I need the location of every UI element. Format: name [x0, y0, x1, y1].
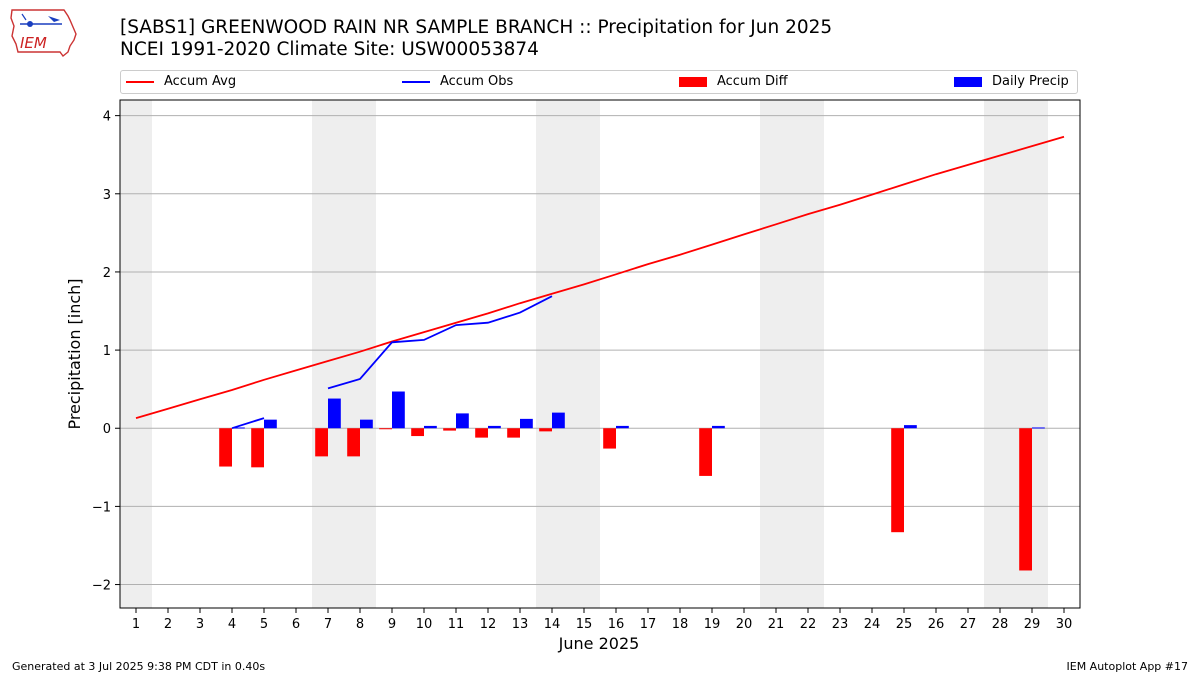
x-tick-label: 8: [356, 617, 364, 632]
x-tick-label: 5: [260, 617, 268, 632]
daily-precip-bar: [712, 425, 725, 429]
x-tick-label: 11: [448, 617, 465, 632]
chart-title-line2: NCEI 1991-2020 Climate Site: USW00053874: [120, 39, 539, 60]
weekend-band: [792, 100, 824, 608]
x-tick-label: 9: [388, 617, 396, 632]
daily-precip-bar: [520, 418, 533, 429]
x-tick-label: 26: [928, 617, 945, 632]
daily-precip-bar: [904, 425, 917, 429]
chart-title: [SABS1] GREENWOOD RAIN NR SAMPLE BRANCH …: [120, 17, 832, 61]
accum-diff-bar: [539, 428, 552, 432]
daily-precip-bar: [392, 391, 405, 429]
x-tick-label: 18: [672, 617, 689, 632]
x-tick-label: 12: [480, 617, 497, 632]
x-tick-label: 24: [864, 617, 881, 632]
x-tick-label: 21: [768, 617, 785, 632]
chart-legend: Accum Avg Accum Obs Accum Diff Daily Pre…: [120, 70, 1078, 94]
x-tick-label: 1: [132, 617, 140, 632]
iem-logo: IEM: [10, 9, 77, 57]
legend-label-accum-avg: Accum Avg: [164, 74, 237, 89]
daily-precip-bar: [360, 419, 373, 429]
plot-frame: [119, 99, 1081, 609]
accum-obs-line: [231, 295, 553, 430]
x-tick-label: 13: [512, 617, 529, 632]
daily-precip-bar: [264, 419, 277, 429]
x-tick-label: 27: [960, 617, 977, 632]
daily-precip-bar: [328, 398, 341, 429]
y-tick-label: 4: [103, 110, 111, 125]
legend-swatch-accum-diff: [679, 76, 707, 87]
legend-label-accum-obs: Accum Obs: [440, 74, 514, 89]
weekend-band: [760, 100, 792, 608]
legend-label-accum-diff: Accum Diff: [717, 74, 788, 89]
x-tick-label: 6: [292, 617, 300, 632]
daily-precip-bar: [424, 425, 437, 429]
weekend-band: [536, 100, 568, 608]
x-tick-label: 15: [576, 617, 593, 632]
accum-diff-bar: [411, 428, 424, 437]
daily-precip-bar: [1032, 427, 1045, 429]
footer-app: IEM Autoplot App #17: [1066, 660, 1189, 673]
accum-diff-bar: [603, 428, 616, 449]
x-tick-label: 28: [992, 617, 1009, 632]
x-tick-label: 7: [324, 617, 332, 632]
daily-precip-bar: [232, 427, 245, 429]
legend-item-daily-precip: Daily Precip: [954, 74, 1069, 90]
x-axis-label: June 2025: [558, 634, 640, 653]
x-tick-label: 22: [800, 617, 817, 632]
weekend-band: [568, 100, 600, 608]
footer-generated: Generated at 3 Jul 2025 9:38 PM CDT in 0…: [12, 660, 266, 673]
legend-item-accum-obs: Accum Obs: [402, 74, 513, 90]
x-tick-label: 30: [1056, 617, 1073, 632]
y-tick-label: 1: [103, 344, 111, 359]
weekend-band: [120, 100, 152, 608]
y-tick-label: −2: [92, 579, 111, 594]
x-tick-label: 23: [832, 617, 849, 632]
weekend-band: [344, 100, 376, 608]
x-tick-label: 25: [896, 617, 913, 632]
x-tick-label: 16: [608, 617, 625, 632]
weekend-band: [312, 100, 344, 608]
chart-title-line1: [SABS1] GREENWOOD RAIN NR SAMPLE BRANCH …: [120, 17, 833, 38]
accum-diff-bar: [443, 428, 456, 431]
accum-diff-bar: [219, 428, 232, 467]
accum-diff-bar: [475, 428, 488, 438]
legend-label-daily-precip: Daily Precip: [992, 74, 1069, 89]
y-tick-label: −1: [92, 500, 111, 515]
accum-diff-bar: [507, 428, 520, 438]
y-axis-label: Precipitation [inch]: [65, 278, 84, 429]
x-tick-label: 19: [704, 617, 721, 632]
y-tick-label: 0: [103, 422, 111, 437]
accum-diff-bar: [1019, 428, 1032, 571]
accum-avg-line: [135, 135, 1065, 419]
x-tick-label: 3: [196, 617, 204, 632]
x-tick-label: 29: [1024, 617, 1041, 632]
accum-diff-bar: [251, 428, 264, 468]
x-tick-label: 14: [544, 617, 561, 632]
x-tick-label: 10: [416, 617, 433, 632]
x-tick-label: 2: [164, 617, 172, 632]
y-tick-label: 2: [103, 266, 111, 281]
legend-swatch-accum-obs: [402, 80, 430, 83]
daily-precip-bar: [456, 413, 469, 429]
accum-diff-bar: [315, 428, 328, 457]
x-tick-label: 4: [228, 617, 236, 632]
daily-precip-bar: [488, 425, 501, 429]
daily-precip-bar: [552, 412, 565, 429]
accum-diff-bar: [379, 428, 392, 430]
legend-swatch-daily-precip: [954, 76, 982, 87]
x-tick-label: 17: [640, 617, 657, 632]
accum-diff-bar: [891, 428, 904, 533]
x-tick-label: 20: [736, 617, 753, 632]
daily-precip-bar: [616, 425, 629, 429]
legend-item-accum-avg: Accum Avg: [126, 74, 236, 90]
accum-diff-bar: [347, 428, 360, 457]
legend-item-accum-diff: Accum Diff: [679, 74, 788, 90]
legend-swatch-accum-avg: [126, 80, 154, 83]
accum-diff-bar: [699, 428, 712, 476]
logo-text: IEM: [20, 34, 47, 52]
weekend-band: [984, 100, 1016, 608]
y-tick-label: 3: [103, 188, 111, 203]
